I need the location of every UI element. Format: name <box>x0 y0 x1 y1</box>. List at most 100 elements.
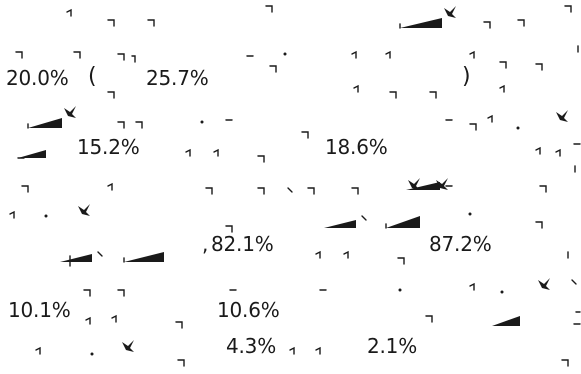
hook-glyph <box>21 185 29 193</box>
wedge-glyph <box>124 252 164 262</box>
hook-glyph <box>107 91 115 99</box>
dot-glyph <box>90 352 94 356</box>
percent-value-7: 10.1% <box>8 298 71 322</box>
hook-glyph <box>73 51 81 59</box>
bird-glyph <box>408 178 420 190</box>
bird-glyph <box>64 106 76 118</box>
hook-glyph <box>66 8 72 17</box>
hook-glyph <box>535 146 541 155</box>
bird-glyph <box>122 340 134 352</box>
wedge-glyph <box>60 254 92 262</box>
hook-glyph <box>35 346 41 355</box>
tick-glyph <box>97 251 103 257</box>
bird-glyph <box>444 6 456 18</box>
tick-glyph <box>571 279 577 285</box>
hook-glyph <box>469 282 475 291</box>
hook-glyph <box>353 84 359 93</box>
hook-glyph <box>135 121 143 129</box>
percent-value-5: 82.1% <box>211 232 274 256</box>
hook-glyph <box>539 185 547 193</box>
open-paren: ( <box>88 64 97 89</box>
hook-glyph <box>564 5 572 13</box>
wedge-glyph <box>324 220 356 228</box>
hook-glyph <box>117 53 125 61</box>
dot-glyph <box>516 126 520 130</box>
wedge-glyph <box>400 18 442 28</box>
hook-glyph <box>185 148 191 157</box>
hook-glyph <box>535 63 543 71</box>
hook-glyph <box>315 346 321 355</box>
tick-glyph <box>287 187 293 193</box>
hook-glyph <box>257 187 265 195</box>
hook-glyph <box>555 148 561 157</box>
hook-glyph <box>385 50 391 59</box>
hook-glyph <box>487 114 493 123</box>
hook-glyph <box>307 187 315 195</box>
hook-glyph <box>175 321 183 329</box>
hook-glyph <box>397 257 405 265</box>
hook-glyph <box>225 225 233 233</box>
percent-value-2: 25.7% <box>146 66 209 90</box>
hook-glyph <box>389 91 397 99</box>
hook-glyph <box>15 51 23 59</box>
hook-glyph <box>83 289 91 297</box>
hook-glyph <box>147 19 155 27</box>
hook-glyph <box>483 21 491 29</box>
hook-glyph <box>351 50 357 59</box>
percent-value-8: 10.6% <box>217 298 280 322</box>
percent-value-1: 20.0% <box>6 66 69 90</box>
hook-glyph <box>9 210 15 219</box>
wedge-glyph <box>18 150 46 158</box>
hook-glyph <box>469 123 477 131</box>
bird-glyph <box>78 204 90 216</box>
hook-glyph <box>177 359 185 367</box>
hook-glyph <box>535 221 543 229</box>
hook-glyph <box>111 314 117 323</box>
wedge-glyph <box>492 316 520 326</box>
wedge-glyph <box>28 118 62 128</box>
bird-glyph <box>436 178 448 190</box>
hook-glyph <box>117 121 125 129</box>
comma-mark: , <box>202 232 209 256</box>
hook-glyph <box>265 5 273 13</box>
hook-glyph <box>499 84 505 93</box>
hook-glyph <box>257 155 265 163</box>
percent-value-6: 87.2% <box>429 232 492 256</box>
hook-glyph <box>425 315 433 323</box>
hook-glyph <box>351 187 359 195</box>
dot-glyph <box>200 120 204 124</box>
hook-glyph <box>85 316 91 325</box>
hook-glyph <box>131 55 136 63</box>
dot-glyph <box>398 288 402 292</box>
hook-glyph <box>499 61 507 69</box>
hook-glyph <box>561 359 569 367</box>
percent-value-10: 2.1% <box>367 334 418 358</box>
close-paren: ) <box>462 64 471 89</box>
hook-glyph <box>289 346 295 355</box>
hook-glyph <box>205 187 213 195</box>
hook-glyph <box>429 91 437 99</box>
hook-glyph <box>269 65 277 73</box>
wedge-glyph <box>386 216 420 228</box>
hook-glyph <box>469 50 475 59</box>
dot-glyph <box>283 52 287 56</box>
hook-glyph <box>107 182 113 191</box>
hook-glyph <box>343 250 349 259</box>
bird-glyph <box>556 110 568 122</box>
dot-glyph <box>44 214 48 218</box>
hook-glyph <box>315 250 321 259</box>
dot-glyph <box>468 212 472 216</box>
percent-value-4: 18.6% <box>325 135 388 159</box>
hook-glyph <box>517 19 525 27</box>
bird-glyph <box>538 278 550 290</box>
dot-glyph <box>500 290 504 294</box>
hook-glyph <box>301 131 309 139</box>
percent-value-3: 15.2% <box>77 135 140 159</box>
hook-glyph <box>107 19 115 27</box>
percent-value-9: 4.3% <box>226 334 277 358</box>
hook-glyph <box>117 289 125 297</box>
hook-glyph <box>213 148 219 157</box>
tick-glyph <box>361 215 367 221</box>
